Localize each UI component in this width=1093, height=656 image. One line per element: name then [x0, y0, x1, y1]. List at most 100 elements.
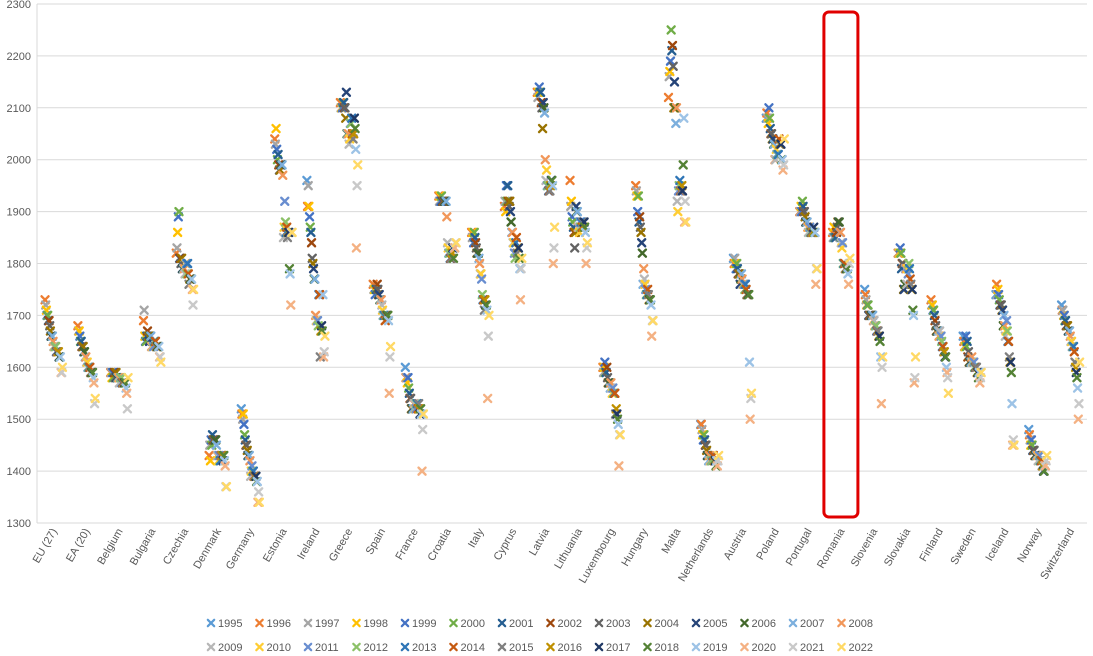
highlight-box: [822, 10, 860, 519]
data-point-2020: [548, 258, 558, 269]
x-category-label: Spain: [364, 527, 388, 557]
data-point-2022: [320, 331, 330, 341]
x-category-label: Lithuania: [552, 526, 585, 571]
legend-label: 2009: [218, 642, 242, 654]
data-point-2018: [875, 336, 885, 347]
x-category-label: Italy: [466, 526, 487, 550]
data-point-2017: [907, 284, 917, 295]
data-point-1996: [663, 92, 674, 103]
x-category-label: France: [393, 527, 421, 563]
data-point-2019: [547, 180, 558, 191]
data-point-2014: [610, 388, 620, 398]
data-point-2020: [811, 279, 821, 289]
legend-label: 2022: [849, 642, 873, 654]
legend-label: 2005: [703, 618, 727, 630]
x-axis-category-labels: EU (27) EA (20) Belgium Bulgaria Czechia Denm…: [31, 526, 1078, 586]
data-point-2022: [910, 352, 921, 362]
data-point-2022: [188, 284, 199, 295]
x-category-label: Estonia: [261, 526, 290, 565]
legend-entry-2010: 2010: [255, 642, 291, 654]
data-point-2014: [1003, 336, 1014, 347]
x-category-label: Poland: [754, 527, 782, 563]
data-point-2019: [416, 409, 427, 419]
data-point-2022: [943, 388, 954, 398]
data-point-2007: [441, 196, 451, 206]
legend-entry-2021: 2021: [788, 642, 824, 654]
data-point-2008: [474, 258, 485, 269]
data-point-2019: [908, 310, 919, 321]
data-point-2022: [287, 227, 297, 238]
legend-label: 1996: [267, 618, 291, 630]
data-point-2007: [572, 206, 583, 217]
x-category-label: Czechia: [161, 526, 192, 567]
data-point-2021: [778, 160, 789, 170]
y-tick-label: 1900: [7, 207, 31, 219]
x-category-label: Finland: [918, 527, 946, 564]
data-point-2019: [318, 289, 328, 300]
data-point-2019: [810, 227, 820, 238]
data-point-2021: [319, 347, 329, 357]
data-point-2020: [482, 393, 493, 404]
data-point-2021: [188, 300, 198, 310]
data-point-2021: [417, 424, 428, 435]
data-point-2005: [669, 77, 680, 87]
data-point-2017: [776, 139, 786, 149]
data-point-2019: [876, 352, 886, 362]
data-point-2022: [1074, 357, 1085, 367]
data-point-2021: [910, 372, 920, 383]
x-category-label: EU (27): [31, 527, 60, 566]
data-point-2022: [582, 238, 593, 248]
legend-entry-2020: 2020: [740, 642, 776, 654]
legend-entry-2018: 2018: [643, 642, 679, 654]
x-category-label: Bulgaria: [128, 526, 159, 568]
data-point-1997: [172, 243, 182, 253]
data-point-2007: [999, 310, 1009, 321]
data-point-2022: [517, 253, 527, 264]
data-point-2007: [539, 108, 550, 118]
data-point-2022: [353, 160, 363, 170]
data-point-2006: [637, 248, 648, 258]
highlight-layer: [822, 10, 860, 519]
data-point-2021: [942, 372, 953, 383]
data-point-2020: [220, 461, 230, 471]
data-point-2022: [779, 134, 790, 144]
legend-entry-1995: 1995: [206, 618, 242, 630]
x-category-label: Hungary: [619, 526, 650, 568]
data-point-2001: [503, 180, 513, 191]
data-point-2013: [182, 258, 193, 269]
data-point-2002: [306, 238, 317, 248]
data-point-2018: [678, 160, 688, 170]
data-point-2017: [513, 243, 524, 253]
data-point-2004: [636, 227, 646, 238]
data-point-1999: [764, 103, 774, 113]
legend-entry-2006: 2006: [740, 618, 776, 630]
data-point-2008: [835, 227, 846, 238]
data-point-2019: [646, 300, 656, 310]
data-point-2022: [549, 222, 560, 232]
data-point-2011: [837, 238, 848, 248]
data-point-1999: [239, 419, 249, 430]
y-tick-label: 1300: [7, 518, 31, 530]
x-category-label: Austria: [722, 526, 750, 562]
data-point-2020: [89, 378, 99, 388]
data-point-2021: [877, 362, 887, 372]
legend-entry-1997: 1997: [303, 618, 339, 630]
data-point-2019: [1007, 398, 1017, 409]
gridlines: [36, 3, 1087, 524]
data-point-2008: [638, 263, 649, 274]
data-point-2020: [122, 388, 132, 398]
legend-label: 2002: [558, 618, 582, 630]
data-point-2020: [614, 461, 624, 471]
data-point-2022: [878, 352, 888, 362]
data-point-2012: [1002, 326, 1013, 336]
data-point-2018: [448, 253, 459, 264]
data-point-2017: [1005, 357, 1016, 367]
legend-entry-1999: 1999: [400, 618, 436, 630]
data-point-2005: [636, 238, 647, 248]
legend-label: 2004: [655, 618, 679, 630]
data-point-2013: [347, 113, 357, 123]
data-point-1999: [304, 212, 315, 222]
data-point-2003: [340, 103, 350, 113]
legend-entry-2003: 2003: [594, 618, 630, 630]
data-point-2022: [451, 238, 461, 248]
